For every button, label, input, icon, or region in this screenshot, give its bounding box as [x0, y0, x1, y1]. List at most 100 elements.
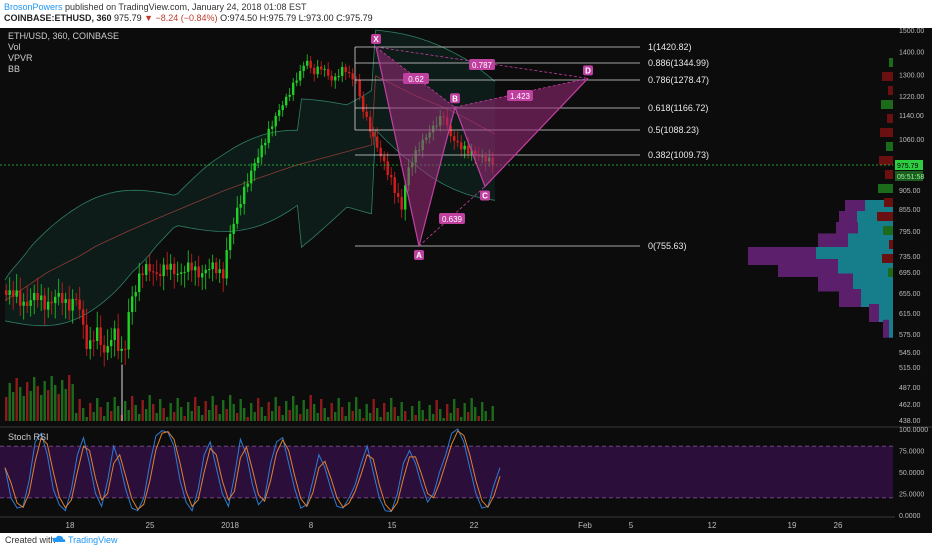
candle: [201, 273, 204, 278]
volume-bar: [5, 397, 8, 421]
volume-bar: [113, 397, 116, 421]
candle: [260, 145, 263, 158]
candle: [145, 264, 148, 275]
indicator-vpvr[interactable]: VPVR: [8, 53, 33, 63]
volume-bar: [474, 407, 477, 421]
volume-bar: [187, 402, 190, 421]
candle: [134, 292, 137, 297]
volume-bar: [484, 411, 487, 421]
fib-level-label: 0.786(1278.47): [648, 75, 709, 85]
volume-bar: [71, 384, 74, 421]
harmonic-ratio-badge: [439, 213, 465, 224]
candle: [148, 264, 151, 272]
candle: [215, 262, 218, 274]
volume-bar: [306, 409, 309, 421]
candle: [61, 293, 64, 303]
footer-created: Created with: [5, 535, 56, 545]
harmonic-xb: [375, 46, 456, 108]
candle: [271, 126, 274, 129]
candle: [467, 145, 470, 154]
harmonic-xab-fill: [376, 47, 455, 246]
harmonic-point-label: B: [452, 94, 458, 103]
volume-bar: [481, 402, 484, 421]
footer-brand[interactable]: TradingView: [68, 535, 118, 545]
candle: [327, 68, 330, 76]
stoch-tick: 100.0000: [899, 427, 928, 434]
vpvr-upper-bar: [883, 226, 893, 235]
volume-bar: [369, 413, 372, 421]
candle: [78, 299, 81, 310]
candle: [22, 301, 25, 306]
candle: [379, 147, 382, 157]
volume-bar: [190, 411, 193, 421]
volume-bar: [358, 409, 361, 421]
candle: [302, 65, 305, 72]
volume-bar: [327, 417, 330, 421]
candle: [127, 312, 130, 350]
harmonic-point-label: A: [416, 251, 422, 260]
y-tick: 795.00: [899, 229, 921, 236]
volume-bar: [309, 395, 312, 421]
indicator-stoch[interactable]: Stoch RSI: [8, 432, 49, 442]
volume-bar: [337, 398, 340, 421]
vpvr-upper-bar: [879, 156, 893, 165]
indicator-vol[interactable]: Vol: [8, 42, 21, 52]
candle: [155, 272, 158, 274]
author-link[interactable]: BrosonPowers: [4, 2, 63, 12]
volume-bar: [432, 414, 435, 421]
countdown-tag: [895, 171, 923, 181]
harmonic-ratio-label: 0.639: [442, 215, 463, 224]
vpvr-upper-bar: [888, 268, 893, 277]
volume-bar: [376, 408, 379, 421]
candle: [208, 269, 211, 271]
candle: [376, 136, 379, 148]
volume-bar: [215, 405, 218, 421]
vpvr-upper-bar: [880, 128, 893, 137]
last-price-label: 975.79: [897, 163, 919, 170]
volume-bar: [407, 420, 410, 421]
candle: [341, 66, 344, 76]
candle: [141, 273, 144, 275]
candle: [173, 263, 176, 275]
candle: [54, 296, 57, 304]
volume-bar: [386, 412, 389, 421]
chart-area[interactable]: 0.0000 25.0000 50.0000 75.0000 100.0000 18 25 2…: [0, 28, 932, 533]
candle: [180, 272, 183, 274]
volume-bar: [141, 400, 144, 421]
volume-bar: [362, 418, 365, 421]
volume-bar: [8, 383, 11, 421]
candle: [460, 142, 463, 150]
candle: [15, 290, 18, 297]
volume-bar: [211, 396, 214, 421]
x-tick: 2018: [221, 521, 239, 530]
harmonic-ratio-label: 1.423: [510, 92, 531, 101]
volume-bar: [218, 414, 221, 421]
volume-bar: [267, 402, 270, 421]
harmonic-legs: [375, 46, 589, 247]
vpvr-upper-bar: [885, 170, 893, 179]
candle: [117, 328, 120, 352]
vpvr-upper-bar: [886, 142, 893, 151]
x-tick: 25: [146, 521, 155, 530]
volume-bar: [288, 410, 291, 421]
vpvr-bar-down: [818, 233, 848, 252]
volume-bar: [159, 399, 162, 421]
indicator-bb[interactable]: BB: [8, 64, 21, 74]
vpvr-upper-bar: [889, 240, 893, 249]
chart-svg[interactable]: 0.0000 25.0000 50.0000 75.0000 100.0000 18 25 2…: [0, 28, 932, 533]
harmonic-point-badge: [414, 250, 424, 260]
y-tick: 615.00: [899, 311, 921, 318]
candle: [390, 174, 393, 178]
countdown-label: 05:51:58: [897, 174, 924, 181]
candle: [26, 301, 29, 306]
volume-bar: [96, 398, 99, 421]
volume-bar: [103, 416, 106, 421]
candle: [344, 66, 347, 73]
stoch-tick: 0.0000: [899, 513, 921, 520]
x-tick: 18: [66, 521, 75, 530]
vpvr-upper-bar: [887, 114, 893, 123]
candle: [103, 344, 106, 353]
vpvr-bar-up: [853, 273, 893, 292]
volume-bar: [201, 415, 204, 421]
candle: [372, 131, 375, 137]
